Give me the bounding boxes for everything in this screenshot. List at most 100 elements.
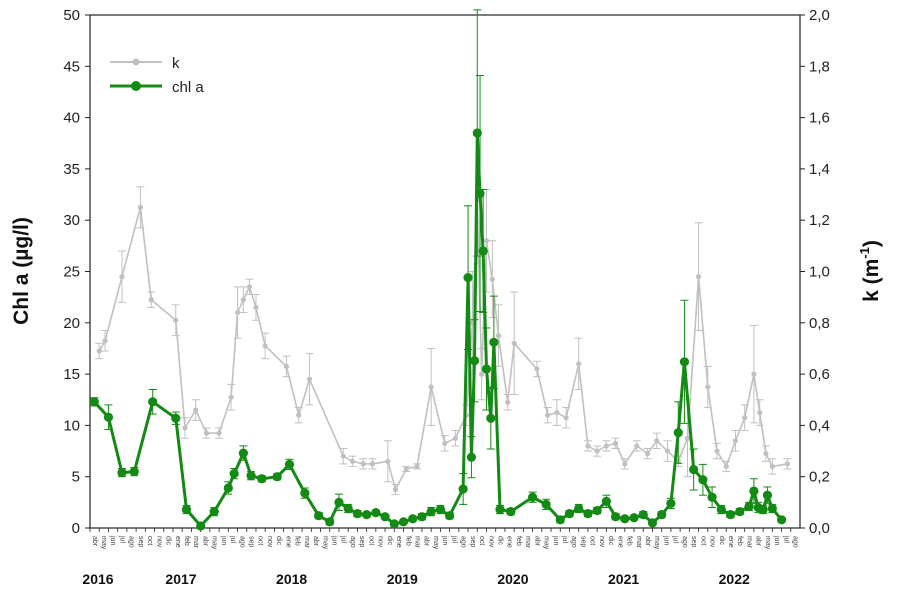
chl-a-point bbox=[314, 511, 324, 521]
chl-a-point bbox=[601, 496, 611, 506]
x-month-label: ago bbox=[570, 536, 577, 548]
left-tick-label: 25 bbox=[63, 264, 80, 281]
chl-a-point bbox=[117, 467, 127, 478]
chl-a-point bbox=[103, 412, 114, 422]
chl-a-point bbox=[574, 503, 584, 514]
x-year-label: 2019 bbox=[387, 571, 418, 587]
chl-a-point bbox=[495, 504, 505, 515]
chl-a-point bbox=[506, 506, 516, 517]
x-month-label: abr bbox=[201, 536, 208, 547]
x-month-label: feb bbox=[736, 536, 743, 546]
chl-a-point bbox=[458, 484, 468, 494]
x-axis: abr may jun jul ago sep oct nov dic ene feb mar abr m… bbox=[82, 528, 799, 587]
x-year-label: 2022 bbox=[719, 571, 750, 587]
x-month-label: nov bbox=[709, 536, 716, 548]
x-month-label: dic bbox=[496, 536, 503, 545]
k-point bbox=[193, 407, 199, 413]
k-point bbox=[622, 461, 628, 467]
x-month-label: ago bbox=[460, 536, 467, 548]
chl-a-point bbox=[610, 512, 621, 522]
legend-chl-marker bbox=[131, 81, 141, 91]
x-month-label: may bbox=[432, 536, 439, 550]
chl-a-point bbox=[592, 505, 602, 516]
k-point bbox=[495, 333, 502, 339]
chl-a-point bbox=[398, 517, 409, 527]
k-point bbox=[442, 440, 448, 446]
chl-a-point bbox=[89, 397, 99, 407]
chl-a-point bbox=[744, 501, 754, 512]
chl-a-point bbox=[129, 466, 139, 477]
k-point bbox=[137, 204, 144, 210]
x-month-label: ene bbox=[284, 536, 291, 548]
k-point bbox=[742, 415, 748, 421]
chl-a-point bbox=[229, 469, 239, 479]
chl-a-point bbox=[689, 464, 699, 475]
right-axis-title-sup: -1 bbox=[857, 247, 872, 259]
left-tick-label: 5 bbox=[72, 469, 80, 486]
x-month-label: mar bbox=[745, 536, 752, 549]
chl-a-point bbox=[389, 519, 399, 529]
k-point bbox=[684, 435, 691, 441]
x-month-label: feb bbox=[294, 536, 301, 546]
x-year-label: 2016 bbox=[82, 571, 113, 587]
x-month-label: ene bbox=[506, 536, 513, 548]
k-point bbox=[173, 317, 179, 323]
legend-k-marker bbox=[132, 58, 140, 66]
chl-a-point bbox=[776, 515, 787, 525]
x-month-label: jun bbox=[109, 535, 116, 545]
x-month-label: jun bbox=[552, 535, 559, 545]
x-month-label: ago bbox=[792, 536, 799, 548]
x-month-label: nov bbox=[487, 536, 494, 548]
legend-k-label: k bbox=[172, 55, 180, 72]
left-tick-label: 15 bbox=[63, 366, 80, 383]
chl-a-point bbox=[481, 364, 492, 374]
k-point bbox=[784, 461, 790, 467]
x-month-label: abr bbox=[423, 536, 430, 547]
k-point bbox=[705, 384, 711, 390]
chl-a-point bbox=[362, 510, 372, 520]
k-point bbox=[216, 430, 222, 436]
chl-a-point bbox=[555, 515, 565, 525]
k-point bbox=[714, 448, 720, 454]
k-point bbox=[385, 458, 391, 464]
k-point bbox=[732, 438, 739, 444]
x-month-label: oct bbox=[699, 536, 706, 545]
x-year-label: 2017 bbox=[165, 571, 196, 587]
chl-a-point bbox=[629, 513, 639, 523]
chl-a-point bbox=[300, 488, 310, 498]
x-month-label: ago bbox=[349, 536, 356, 548]
k-point bbox=[182, 425, 188, 431]
k-point bbox=[452, 435, 459, 441]
left-tick-label: 35 bbox=[63, 161, 80, 178]
x-month-label: may bbox=[211, 536, 218, 550]
x-month-label: ene bbox=[727, 536, 734, 548]
chl-a-point bbox=[638, 510, 648, 520]
right-tick-label: 0,4 bbox=[809, 417, 830, 434]
x-month-label: feb bbox=[515, 536, 522, 546]
right-tick-label: 1,8 bbox=[809, 58, 830, 75]
k-point bbox=[769, 463, 775, 470]
k-point bbox=[603, 443, 609, 449]
x-month-label: nov bbox=[377, 536, 384, 548]
x-month-label: oct bbox=[367, 536, 374, 545]
chl-a-point bbox=[698, 475, 708, 485]
chl-a-point bbox=[445, 511, 455, 521]
x-year-label: 2020 bbox=[497, 571, 528, 587]
x-month-label: may bbox=[653, 536, 660, 550]
k-point bbox=[585, 443, 591, 449]
x-month-label: jun bbox=[220, 535, 227, 545]
k-point bbox=[246, 284, 253, 290]
chl-a-point bbox=[486, 413, 496, 423]
series-chl-a bbox=[89, 9, 787, 531]
x-month-label: jul bbox=[118, 535, 125, 543]
chl-a-line bbox=[93, 131, 783, 528]
chl-a-point bbox=[246, 471, 256, 481]
right-tick-label: 1,2 bbox=[809, 212, 830, 229]
chl-a-point bbox=[541, 499, 551, 510]
x-month-label: abr bbox=[644, 536, 651, 547]
k-point bbox=[478, 371, 485, 377]
chl-a-point bbox=[272, 472, 282, 482]
chl-a-point bbox=[466, 452, 477, 462]
right-axis: 0,0 0,2 0,4 0,6 0,8 1,0 1,2 1,4 1,6 1,8 2,0 bbox=[800, 7, 830, 537]
x-month-label: sep bbox=[579, 536, 586, 547]
